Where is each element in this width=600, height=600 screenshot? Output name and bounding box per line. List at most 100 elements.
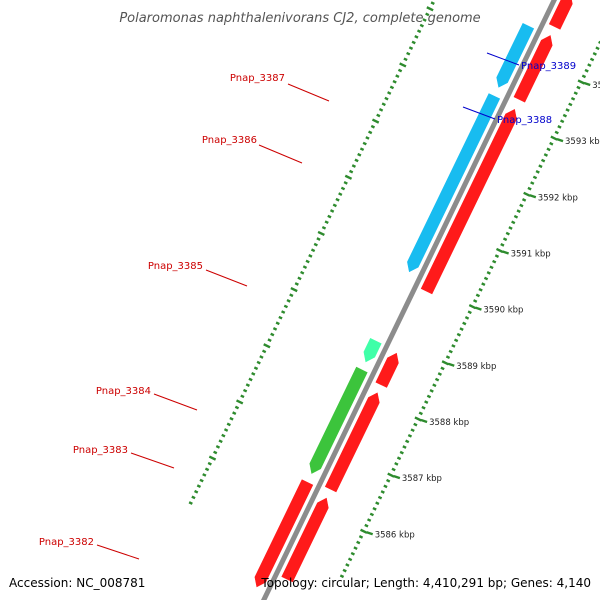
tick-mark [342,568,347,573]
tick-mark [475,293,481,298]
tick-mark [378,107,384,112]
position-label: 3591 kbp [511,250,551,260]
tick-mark [494,254,500,258]
tick-mark [232,411,237,416]
tick-mark [589,57,595,62]
tick-mark [387,472,395,478]
tick-mark [221,433,226,438]
position-label: 3589 kbp [456,362,496,372]
tick-mark [468,304,477,310]
tick-mark [550,135,558,141]
tick-mark [370,124,376,129]
gene-arrow [281,497,329,583]
tick-mark [356,540,361,545]
tick-mark [434,377,440,382]
tick-mark [305,259,310,264]
major-tick [556,137,564,143]
tick-mark [565,108,570,112]
tick-mark [598,40,600,44]
tick-mark [437,372,442,376]
tick-mark [321,225,327,230]
gene-label-leader [258,144,303,164]
tick-mark [387,91,392,95]
tick-mark [364,523,369,528]
tick-mark [557,125,562,129]
tick-mark [540,158,546,163]
map-title: Polaromonas naphthalenivorans CJ2, compl… [119,11,480,26]
tick-mark [191,495,196,500]
tick-mark [505,231,510,236]
tick-mark [223,428,229,432]
tick-mark [414,416,422,422]
tick-mark [272,327,278,331]
tick-mark [368,130,373,135]
tick-mark [426,6,434,12]
tick-mark [377,495,383,500]
tick-mark [310,248,316,253]
tick-mark [194,489,199,494]
tick-mark [188,501,193,505]
tick-mark [208,455,217,461]
tick-mark [308,254,313,258]
tick-mark [240,394,245,399]
tick-mark [392,79,397,84]
tick-mark [508,226,513,230]
tick-mark [483,276,489,281]
tick-mark [391,467,396,472]
tick-mark [263,343,271,349]
position-label: 3587 kbp [402,474,442,484]
tick-mark [253,366,259,371]
tick-mark [502,237,508,242]
tick-mark [402,445,407,449]
tick-mark [410,428,415,433]
tick-mark [199,478,204,483]
tick-mark [383,484,388,489]
gene-arrow [324,392,380,493]
tick-mark [399,62,407,68]
tick-mark [414,34,419,39]
tick-mark [440,366,445,371]
tick-mark [343,181,348,185]
tick-mark [381,102,386,107]
tick-mark [261,349,267,354]
tick-mark [538,164,543,169]
tick-mark [492,259,497,264]
tick-mark [568,102,573,107]
tick-mark [371,118,380,124]
gene-label-pnap-3382: Pnap_3382 [39,537,94,548]
tick-mark [453,338,459,343]
tick-mark [213,450,218,455]
tick-mark [251,371,256,376]
tick-mark [317,230,325,237]
gene-label-leader [486,52,520,66]
gene-label-leader [130,452,175,469]
tick-mark [218,439,223,444]
tick-mark [519,203,524,208]
tick-mark [543,153,548,157]
major-tick [393,474,401,480]
tick-marks [188,1,600,579]
tick-mark [348,169,354,174]
tick-mark [335,197,340,202]
tick-mark [375,501,380,506]
tick-mark [584,68,589,73]
tick-mark [500,242,505,247]
tick-mark [226,422,231,427]
tick-mark [202,473,207,477]
tick-mark [357,152,362,157]
tick-mark [290,286,298,293]
tick-mark [516,209,521,214]
position-label: 3592 kbp [538,193,578,203]
gene-label-pnap-3384: Pnap_3384 [96,386,151,397]
tick-mark [207,461,212,466]
tick-mark [256,360,261,365]
tick-mark [324,220,329,225]
tick-mark [481,282,486,287]
tick-mark [532,175,538,180]
tick-mark [421,405,426,410]
tick-mark [372,506,377,511]
tick-mark [248,377,253,382]
tick-mark [456,332,461,337]
tick-mark [380,490,385,494]
